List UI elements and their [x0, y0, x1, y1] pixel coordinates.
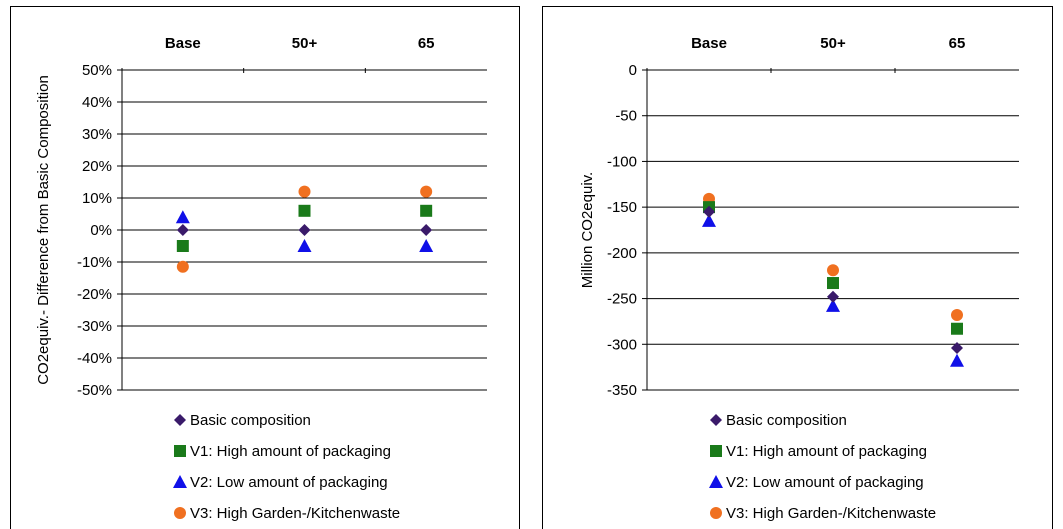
x-category-label: 65	[949, 35, 966, 52]
y-tick-label: 50%	[82, 62, 112, 79]
legend-marker	[173, 475, 187, 488]
y-tick-label: 10%	[82, 190, 112, 207]
x-category-label: 50+	[820, 35, 846, 52]
y-axis-label: Million CO2equiv.	[579, 172, 596, 288]
data-point	[176, 224, 189, 236]
data-point	[827, 290, 839, 303]
legend-marker	[709, 475, 723, 488]
data-point	[950, 353, 964, 367]
y-tick-label: 30%	[82, 126, 112, 143]
y-tick-label: -250	[607, 291, 637, 308]
x-category-label: 65	[418, 35, 435, 52]
chart-right-panel: 0 -50 -100 -150 -200 -250 -300 -350 Base 50+ 65 Mil…	[532, 0, 1063, 529]
legend-label: Basic composition	[190, 412, 311, 429]
y-tick-label: -300	[607, 336, 637, 353]
legend-label: V2: Low amount of packaging	[726, 474, 924, 491]
legend-label: V3: High Garden-/Kitchenwaste	[726, 505, 936, 522]
x-category-label: Base	[165, 35, 201, 52]
data-point	[826, 298, 840, 312]
data-point	[420, 224, 433, 236]
y-axis-label: CO2equiv.- Difference from Basic Composi…	[35, 75, 52, 385]
data-point	[175, 210, 190, 224]
data-point	[419, 239, 434, 252]
data-point	[951, 341, 963, 354]
data-point	[298, 224, 311, 236]
legend-marker	[174, 445, 186, 457]
data-point	[951, 322, 963, 335]
legend-marker	[710, 507, 722, 519]
y-tick-label: -50	[615, 108, 637, 125]
y-tick-label: 0%	[90, 222, 112, 239]
x-category-label: Base	[691, 35, 727, 52]
legend-label: V3: High Garden-/Kitchenwaste	[190, 505, 400, 522]
y-tick-label: -150	[607, 199, 637, 216]
y-tick-label: -20%	[77, 286, 112, 303]
y-tick-label: 0	[629, 62, 637, 79]
chart-left: 50% 40% 30% 20% 10% 0% -10% -20% -30% -40% -50% Bas…	[10, 6, 520, 529]
data-point	[298, 185, 311, 198]
legend-label: Basic composition	[726, 412, 847, 429]
legend-label: V2: Low amount of packaging	[190, 474, 388, 491]
chart-frame	[542, 6, 1053, 529]
legend-marker	[174, 414, 186, 426]
data-point	[827, 264, 839, 277]
legend-label: V1: High amount of packaging	[726, 443, 927, 460]
data-point	[176, 260, 189, 273]
chart-right: 0 -50 -100 -150 -200 -250 -300 -350 Base 50+ 65 Mil…	[542, 6, 1053, 529]
legend-marker	[710, 414, 722, 426]
data-point	[420, 204, 433, 217]
legend-label: V1: High amount of packaging	[190, 443, 391, 460]
data-point	[298, 204, 311, 217]
data-point	[702, 213, 716, 227]
data-point	[703, 205, 715, 218]
y-tick-label: -10%	[77, 254, 112, 271]
data-point	[420, 185, 433, 198]
legend-marker	[710, 445, 722, 457]
data-point	[297, 239, 312, 252]
y-tick-label: -50%	[77, 382, 112, 399]
legend-marker	[174, 507, 186, 519]
y-tick-label: -200	[607, 245, 637, 262]
y-tick-label: 40%	[82, 94, 112, 111]
y-tick-label: -40%	[77, 350, 112, 367]
y-tick-label: -350	[607, 382, 637, 399]
chart-frame	[10, 6, 520, 529]
data-point	[951, 309, 963, 322]
y-tick-label: 20%	[82, 158, 112, 175]
y-tick-label: -100	[607, 153, 637, 170]
chart-left-panel: 50% 40% 30% 20% 10% 0% -10% -20% -30% -40% -50% Bas…	[0, 0, 530, 529]
y-tick-label: -30%	[77, 318, 112, 335]
data-point	[827, 277, 839, 290]
x-category-label: 50+	[292, 35, 318, 52]
data-point	[176, 240, 189, 252]
